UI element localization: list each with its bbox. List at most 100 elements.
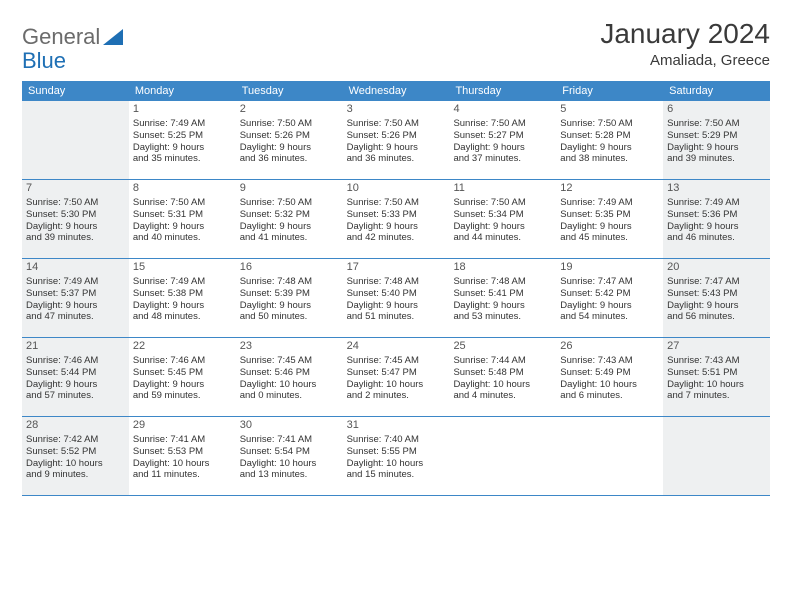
day-cell: 8Sunrise: 7:50 AMSunset: 5:31 PMDaylight… (129, 180, 236, 258)
sunrise-text: Sunrise: 7:46 AM (133, 355, 232, 367)
sunset-text: Sunset: 5:26 PM (347, 130, 446, 142)
weekday-header: Thursday (449, 81, 556, 101)
day1-text: Daylight: 10 hours (560, 379, 659, 391)
sunset-text: Sunset: 5:31 PM (133, 209, 232, 221)
sunset-text: Sunset: 5:33 PM (347, 209, 446, 221)
day-number: 29 (133, 419, 232, 433)
weekday-header: Friday (556, 81, 663, 101)
day2-text: and 44 minutes. (453, 232, 552, 244)
sunset-text: Sunset: 5:40 PM (347, 288, 446, 300)
day1-text: Daylight: 10 hours (26, 458, 125, 470)
day1-text: Daylight: 9 hours (667, 300, 766, 312)
day-cell: 13Sunrise: 7:49 AMSunset: 5:36 PMDayligh… (663, 180, 770, 258)
day2-text: and 13 minutes. (240, 469, 339, 481)
day2-text: and 56 minutes. (667, 311, 766, 323)
day-number: 12 (560, 182, 659, 196)
day-cell: 16Sunrise: 7:48 AMSunset: 5:39 PMDayligh… (236, 259, 343, 337)
day-cell: 29Sunrise: 7:41 AMSunset: 5:53 PMDayligh… (129, 417, 236, 495)
day2-text: and 57 minutes. (26, 390, 125, 402)
week-row: 1Sunrise: 7:49 AMSunset: 5:25 PMDaylight… (22, 101, 770, 180)
weekday-header: Saturday (663, 81, 770, 101)
sunrise-text: Sunrise: 7:42 AM (26, 434, 125, 446)
day-cell: 15Sunrise: 7:49 AMSunset: 5:38 PMDayligh… (129, 259, 236, 337)
day-cell: 22Sunrise: 7:46 AMSunset: 5:45 PMDayligh… (129, 338, 236, 416)
day-number: 14 (26, 261, 125, 275)
day2-text: and 59 minutes. (133, 390, 232, 402)
sunrise-text: Sunrise: 7:49 AM (667, 197, 766, 209)
day-number: 3 (347, 103, 446, 117)
day2-text: and 40 minutes. (133, 232, 232, 244)
sunset-text: Sunset: 5:36 PM (667, 209, 766, 221)
weekday-header: Tuesday (236, 81, 343, 101)
day1-text: Daylight: 9 hours (453, 300, 552, 312)
day-number: 10 (347, 182, 446, 196)
day-cell: 9Sunrise: 7:50 AMSunset: 5:32 PMDaylight… (236, 180, 343, 258)
day-cell: 28Sunrise: 7:42 AMSunset: 5:52 PMDayligh… (22, 417, 129, 495)
day2-text: and 6 minutes. (560, 390, 659, 402)
day-cell: 12Sunrise: 7:49 AMSunset: 5:35 PMDayligh… (556, 180, 663, 258)
day2-text: and 35 minutes. (133, 153, 232, 165)
day1-text: Daylight: 10 hours (347, 458, 446, 470)
sunrise-text: Sunrise: 7:49 AM (133, 276, 232, 288)
day2-text: and 0 minutes. (240, 390, 339, 402)
sunrise-text: Sunrise: 7:50 AM (26, 197, 125, 209)
day-number: 18 (453, 261, 552, 275)
day-number: 7 (26, 182, 125, 196)
sunset-text: Sunset: 5:35 PM (560, 209, 659, 221)
day-cell: 31Sunrise: 7:40 AMSunset: 5:55 PMDayligh… (343, 417, 450, 495)
sunset-text: Sunset: 5:51 PM (667, 367, 766, 379)
day2-text: and 36 minutes. (347, 153, 446, 165)
sunrise-text: Sunrise: 7:49 AM (26, 276, 125, 288)
sunrise-text: Sunrise: 7:46 AM (26, 355, 125, 367)
day-number: 31 (347, 419, 446, 433)
day-cell: 20Sunrise: 7:47 AMSunset: 5:43 PMDayligh… (663, 259, 770, 337)
day1-text: Daylight: 10 hours (240, 458, 339, 470)
sunrise-text: Sunrise: 7:50 AM (133, 197, 232, 209)
day2-text: and 46 minutes. (667, 232, 766, 244)
day2-text: and 2 minutes. (347, 390, 446, 402)
sunrise-text: Sunrise: 7:41 AM (240, 434, 339, 446)
sunset-text: Sunset: 5:34 PM (453, 209, 552, 221)
day1-text: Daylight: 9 hours (26, 300, 125, 312)
sunrise-text: Sunrise: 7:50 AM (240, 197, 339, 209)
day-cell: 17Sunrise: 7:48 AMSunset: 5:40 PMDayligh… (343, 259, 450, 337)
day-cell: 7Sunrise: 7:50 AMSunset: 5:30 PMDaylight… (22, 180, 129, 258)
day1-text: Daylight: 9 hours (453, 142, 552, 154)
sunset-text: Sunset: 5:49 PM (560, 367, 659, 379)
calendar: SundayMondayTuesdayWednesdayThursdayFrid… (22, 81, 770, 496)
day1-text: Daylight: 9 hours (560, 300, 659, 312)
sunrise-text: Sunrise: 7:47 AM (667, 276, 766, 288)
day1-text: Daylight: 9 hours (240, 142, 339, 154)
sunrise-text: Sunrise: 7:50 AM (240, 118, 339, 130)
day2-text: and 54 minutes. (560, 311, 659, 323)
day-number: 16 (240, 261, 339, 275)
day-cell: 14Sunrise: 7:49 AMSunset: 5:37 PMDayligh… (22, 259, 129, 337)
logo-text-general: General (22, 24, 100, 50)
day1-text: Daylight: 9 hours (133, 221, 232, 233)
day1-text: Daylight: 9 hours (347, 142, 446, 154)
day-number: 2 (240, 103, 339, 117)
day1-text: Daylight: 9 hours (133, 142, 232, 154)
sunrise-text: Sunrise: 7:50 AM (453, 197, 552, 209)
day1-text: Daylight: 9 hours (240, 300, 339, 312)
sunrise-text: Sunrise: 7:50 AM (667, 118, 766, 130)
sunset-text: Sunset: 5:47 PM (347, 367, 446, 379)
sunset-text: Sunset: 5:28 PM (560, 130, 659, 142)
day-number: 17 (347, 261, 446, 275)
day2-text: and 47 minutes. (26, 311, 125, 323)
sunrise-text: Sunrise: 7:49 AM (133, 118, 232, 130)
sunset-text: Sunset: 5:26 PM (240, 130, 339, 142)
sunset-text: Sunset: 5:52 PM (26, 446, 125, 458)
day-number: 22 (133, 340, 232, 354)
title-block: January 2024 Amaliada, Greece (600, 18, 770, 69)
day1-text: Daylight: 10 hours (347, 379, 446, 391)
sunrise-text: Sunrise: 7:45 AM (347, 355, 446, 367)
day-number: 23 (240, 340, 339, 354)
day2-text: and 48 minutes. (133, 311, 232, 323)
logo: General (22, 18, 123, 50)
day1-text: Daylight: 9 hours (347, 300, 446, 312)
calendar-page: General January 2024 Amaliada, Greece Bl… (0, 0, 792, 514)
sunset-text: Sunset: 5:44 PM (26, 367, 125, 379)
sunrise-text: Sunrise: 7:50 AM (453, 118, 552, 130)
day2-text: and 11 minutes. (133, 469, 232, 481)
